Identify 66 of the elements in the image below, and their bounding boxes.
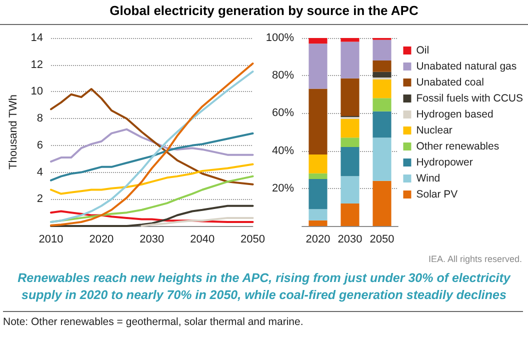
legend-label: Fossil fuels with CCUS bbox=[416, 92, 524, 104]
bar bbox=[372, 111, 392, 138]
line-series bbox=[50, 132, 254, 182]
bar bbox=[372, 72, 392, 78]
bar bbox=[372, 40, 392, 61]
bar bbox=[340, 38, 360, 42]
y-tick-label: 8 bbox=[36, 112, 43, 125]
bar bbox=[308, 209, 328, 220]
legend-label: Hydropower bbox=[416, 156, 474, 168]
chart-title: Global electricity generation by source in the APC bbox=[0, 0, 528, 25]
bar bbox=[340, 176, 360, 204]
y-tick-label: 2 bbox=[36, 193, 43, 206]
x-tick-label: 2020 bbox=[306, 234, 330, 246]
line-series bbox=[50, 204, 254, 227]
bar bbox=[308, 220, 328, 226]
bar bbox=[340, 78, 360, 116]
y-tick-label: 10 bbox=[30, 86, 43, 98]
y-tick-label: 20% bbox=[272, 182, 294, 194]
text: Note: Other renewables = geothermal, solar thermal and marine. bbox=[3, 311, 523, 328]
legend-label: Other renewables bbox=[416, 140, 500, 152]
line-series bbox=[50, 210, 254, 223]
bar bbox=[372, 138, 392, 181]
text: Renewables reach new heights in the APC, rising from just under 30% of electricity supply in 2020 to nearly 70% in 2050, while coal-fired generation steadily declines bbox=[16, 270, 512, 304]
bar bbox=[372, 98, 392, 112]
y-tick-label: 12 bbox=[30, 58, 43, 71]
bar bbox=[372, 180, 392, 226]
line-series bbox=[50, 88, 254, 186]
bar bbox=[340, 42, 360, 78]
line-series bbox=[140, 216, 254, 227]
legend-label: Solar PV bbox=[416, 188, 458, 200]
y-tick-label: 80% bbox=[272, 70, 294, 82]
bar bbox=[308, 154, 328, 174]
bar bbox=[340, 138, 360, 148]
y-axis-title: Thousand TWh bbox=[8, 94, 20, 170]
bar bbox=[372, 79, 392, 98]
x-tick-label: 2010 bbox=[38, 234, 64, 246]
x-tick-label: 2040 bbox=[190, 234, 215, 246]
x-tick-label: 2050 bbox=[240, 234, 266, 246]
bar bbox=[308, 173, 328, 179]
y-tick-label: 4 bbox=[36, 166, 43, 178]
x-tick-label: 2030 bbox=[140, 234, 164, 246]
bar bbox=[308, 44, 328, 89]
y-tick-label: 40% bbox=[272, 144, 294, 157]
bar bbox=[308, 179, 328, 210]
legend-label: Unabated natural gas bbox=[416, 60, 517, 72]
legend-label: Wind bbox=[416, 172, 440, 184]
legend-label: Unabated coal bbox=[416, 76, 484, 88]
x-tick-label: 2050 bbox=[370, 234, 394, 246]
legend-label: Nuclear bbox=[416, 124, 453, 136]
x-tick-label: 2030 bbox=[338, 234, 362, 246]
bar bbox=[340, 147, 360, 176]
legend-label: Oil bbox=[416, 44, 430, 56]
y-tick-label: 14 bbox=[30, 32, 43, 44]
bar bbox=[308, 38, 328, 44]
line-series bbox=[50, 128, 254, 163]
legend-label: Hydrogen based bbox=[416, 108, 494, 120]
bar bbox=[340, 203, 360, 226]
text: IEA. All rights reserved. bbox=[428, 254, 522, 264]
bar bbox=[308, 88, 328, 155]
line-series bbox=[50, 163, 254, 195]
y-tick-label: 100% bbox=[266, 32, 294, 44]
y-tick-label: 6 bbox=[36, 139, 43, 152]
bar bbox=[340, 118, 360, 138]
bar bbox=[372, 60, 392, 72]
x-tick-label: 2020 bbox=[89, 234, 114, 246]
y-tick-label: 60% bbox=[272, 107, 294, 120]
